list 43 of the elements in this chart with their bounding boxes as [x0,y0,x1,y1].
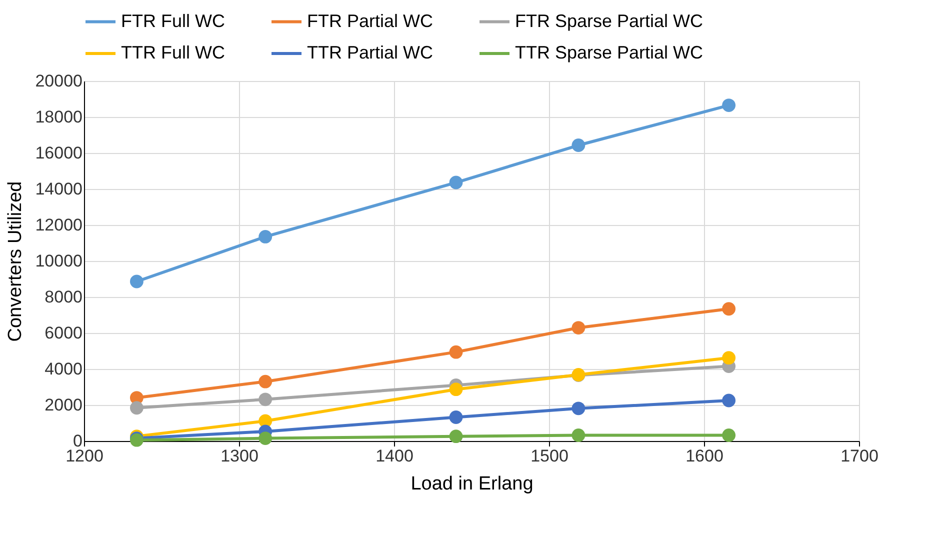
y-tick-label: 4000 [44,360,82,378]
y-tick-label: 20000 [35,72,82,90]
y-tick-label: 6000 [44,324,82,342]
point [722,302,736,316]
y-tick-label: 18000 [35,108,82,126]
x-tick-label: 1400 [376,446,414,466]
y-tick-label: 8000 [44,288,82,306]
point [258,392,272,406]
x-tick-label: 1500 [530,446,568,466]
point [572,402,586,416]
x-tick-label: 1600 [686,446,724,466]
legend-label: FTR Full WC [121,10,225,31]
point [449,382,463,396]
point [572,321,586,334]
y-axis-title: Converters Utilized [5,181,26,342]
x-tick-label: 1700 [840,446,878,466]
legend-label: TTR Partial WC [307,42,433,62]
y-tick-label: 10000 [35,252,82,270]
legend-label: FTR Partial WC [307,10,433,31]
point [722,351,736,365]
point [258,230,272,244]
x-tick-label: 1300 [220,446,258,466]
point [572,138,586,152]
y-tick-label: 12000 [35,216,82,234]
point [449,345,463,359]
point [449,410,463,424]
point [572,428,586,442]
legend-label: FTR Sparse Partial WC [515,10,704,31]
point [130,401,144,415]
y-tick-label: 14000 [35,180,82,198]
point [258,374,272,388]
point [722,394,736,408]
point [722,98,736,112]
point [258,432,272,445]
point [722,428,736,442]
y-tick-label: 16000 [35,144,82,162]
point [130,274,144,288]
legend-label: TTR Sparse Partial WC [515,42,704,62]
legend-label: TTR Full WC [121,42,225,62]
point [449,176,463,190]
point [449,430,463,444]
y-tick-label: 2000 [44,396,82,414]
x-axis-title: Load in Erlang [410,474,534,494]
